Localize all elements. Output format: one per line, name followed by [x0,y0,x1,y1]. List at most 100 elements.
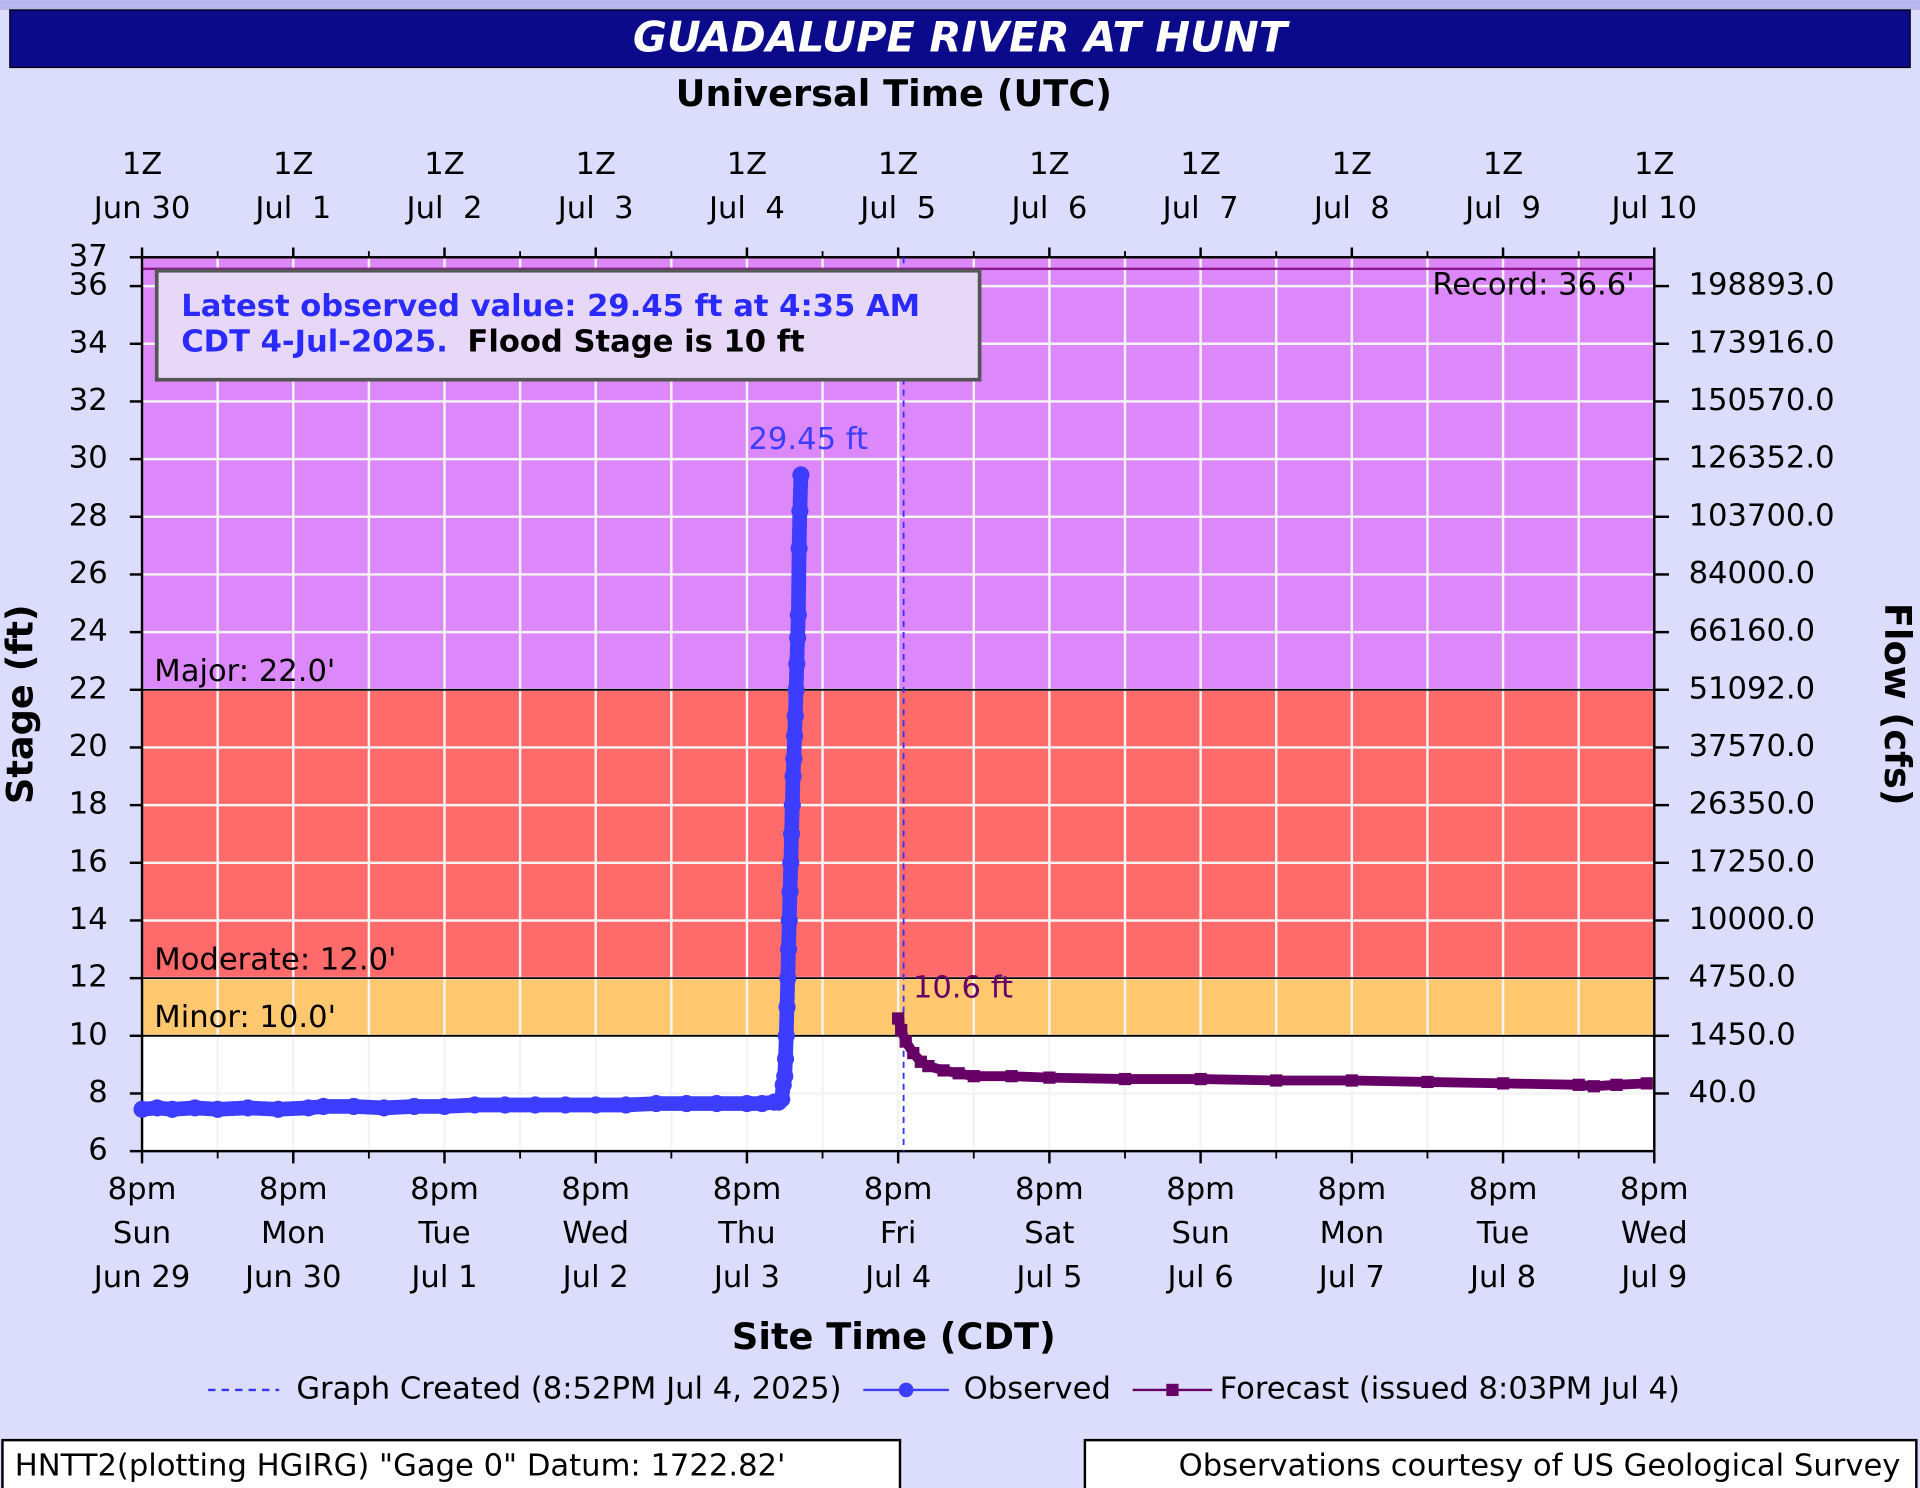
data-point [133,1100,151,1118]
y-tick-label: 14 [69,902,108,937]
y-tick-label: 6 [88,1133,107,1168]
data-point [738,1094,756,1113]
data-point [1640,1077,1653,1090]
x2-axis-title: Universal Time (UTC) [676,72,1112,115]
x2-tick-label: 1Z Jul 6 [1009,147,1087,226]
x-tick-label-line: 8pm [864,1172,933,1207]
y-tick-label: 34 [69,325,108,360]
footer-right: Observations courtesy of US Geological S… [1179,1449,1901,1484]
x2-tick-label-line: 1Z [1634,147,1674,182]
y2-tick-label: 103700.0 [1689,498,1835,533]
x2-tick-label-line: Jul 4 [707,191,785,226]
y2-tick-label: 198893.0 [1689,268,1835,303]
y2-tick-label: 10000.0 [1689,902,1816,937]
data-point [937,1064,950,1077]
data-point [784,767,802,785]
y2-tick-label: 173916.0 [1689,325,1835,360]
x-tick-label: 8pm Wed Jul 2 [561,1172,630,1295]
x-tick-label-line: Wed [1621,1216,1688,1251]
x-tick-label-line: Jul 2 [561,1260,629,1295]
plot-area: Minor: 10.0' Moderate: 12.0' Major: 22.0' R… [69,147,1835,1406]
y-tick-label: 24 [69,614,108,649]
footer-right-box [1083,1438,1918,1488]
annotation-line: CDT 4-Jul-2025. [181,324,448,359]
data-point [952,1067,965,1080]
x-axis-title: Site Time (CDT) [732,1315,1056,1358]
data-point [435,1097,454,1116]
y2-axis-title: Flow (cfs) [1876,603,1919,806]
record-label: Record: 36.6' [1432,267,1634,302]
y2-tick-label: 150570.0 [1689,383,1835,418]
x-tick-label-line: Jul 9 [1619,1260,1687,1295]
x-tick-label-line: Jun 30 [243,1260,342,1295]
x2-tick-label-line: Jul 5 [858,191,936,226]
data-point [556,1096,575,1114]
x-tick-label: 8pm Thu Jul 3 [712,1172,781,1295]
x2-tick-label: 1Z Jul 5 [858,147,936,226]
data-point [1572,1078,1585,1091]
data-point [587,1096,605,1114]
data-point [895,1023,908,1037]
y2-tick-label: 26350.0 [1689,787,1816,822]
x-tick-label: 8pm Mon Jun 30 [243,1172,342,1295]
data-point [788,655,806,673]
x-tick-label-line: Jul 8 [1468,1260,1536,1295]
threshold-label: Minor: 10.0' [154,1000,336,1035]
x2-tick-label-line: Jul 2 [405,191,483,226]
data-point [1194,1072,1207,1086]
y-tick-label: 8 [88,1075,107,1110]
x2-tick-label-line: 1Z [122,147,162,182]
x-tick-label-line: Jul 3 [712,1260,780,1295]
y-tick-label: 30 [69,441,108,476]
x2-tick-label-line: Jun 30 [92,191,191,226]
data-point [781,883,799,901]
y-tick-label: 32 [69,383,108,418]
data-point [405,1097,423,1116]
x-tick-label-line: 8pm [410,1172,479,1207]
x-tick-label-line: 8pm [1317,1172,1386,1207]
x2-tick-label-line: 1Z [727,147,767,182]
x-tick-label-line: 8pm [561,1172,630,1207]
x-tick-label-line: 8pm [1620,1172,1689,1207]
data-point [239,1099,257,1117]
y2-tick-label: 51092.0 [1689,671,1816,706]
x-tick-label: 8pm Sun Jul 6 [1166,1172,1235,1295]
data-point [269,1100,287,1118]
data-point [782,854,800,872]
data-point [677,1094,696,1113]
chart-title: GUADALUPE RIVER AT HUNT [633,13,1291,62]
y-axis-title: Stage (ft) [0,604,42,804]
data-point [163,1100,181,1118]
data-point [779,940,798,958]
x2-tick-label: 1Z Jul 2 [405,147,483,226]
x-tick-label-line: Jul 7 [1317,1260,1385,1295]
data-point [1005,1070,1018,1083]
data-point [792,466,810,484]
y-tick-label: 22 [69,671,108,706]
x2-tick-label-line: 1Z [575,147,615,182]
x-tick-label: 8pm Sun Jun 29 [92,1172,191,1295]
data-point [314,1097,333,1116]
x2-tick-label-line: Jul 7 [1161,191,1239,226]
data-point [777,1027,795,1045]
data-point [466,1096,484,1114]
title-bar [9,9,1911,69]
legend-label: Forecast (issued 8:03PM Jul 4) [1220,1371,1680,1406]
x2-tick-label-line: Jul 6 [1009,191,1087,226]
top-strip [0,0,1920,10]
data-point [786,727,804,745]
legend-marker [1166,1383,1179,1397]
x2-tick-label: 1Z Jul 3 [556,147,634,226]
data-point [776,1050,795,1068]
threshold-label: Major: 22.0' [154,654,335,689]
x-tick-label: 8pm Mon Jul 7 [1317,1172,1386,1295]
x-tick-label-line: 8pm [1015,1172,1084,1207]
annotation-box [154,268,982,382]
data-point [1345,1074,1358,1087]
x2-tick-label-line: 1Z [1029,147,1069,182]
x-tick-label-line: Wed [562,1216,629,1251]
y2-tick-label: 37570.0 [1689,729,1816,764]
annotation-line: Latest observed value: 29.45 ft at 4:35 … [181,289,920,324]
data-point [791,502,809,520]
